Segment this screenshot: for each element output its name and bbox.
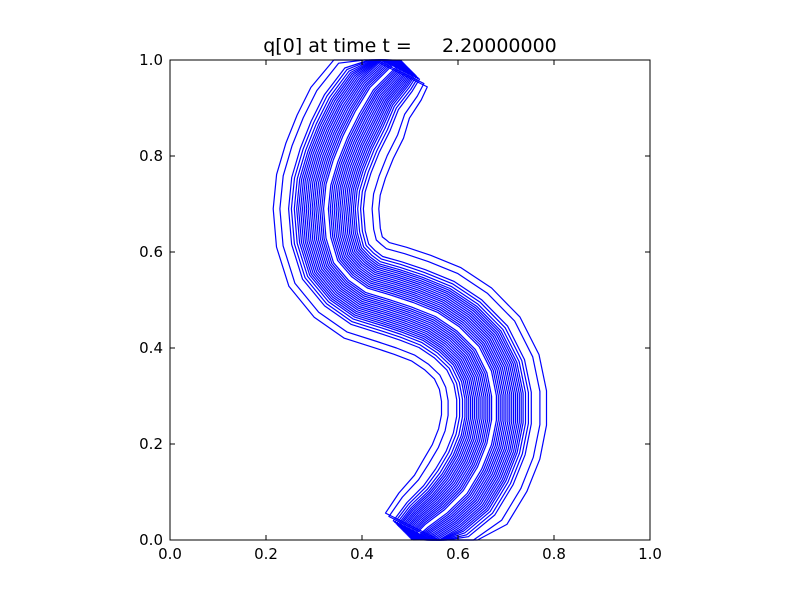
x-tick-label: 0.6 (446, 545, 470, 563)
y-tick-label: 0.6 (139, 243, 163, 261)
x-tick-label: 0.0 (158, 545, 182, 563)
axis-tick-labels: 0.0 0.2 0.4 0.6 0.8 1.0 0.0 0.2 0.4 0.6 0.8 1.0 (139, 51, 662, 563)
plot-frame (169, 59, 651, 541)
y-tick-label: 0.2 (139, 435, 163, 453)
chart-title: q[0] at time t = 2.20000000 (263, 35, 557, 57)
x-tick-label: 1.0 (638, 545, 662, 563)
x-tick-label: 0.4 (350, 545, 374, 563)
x-tick-label: 0.8 (542, 545, 566, 563)
y-tick-label: 1.0 (139, 51, 163, 69)
y-tick-label: 0.0 (139, 531, 163, 549)
y-tick-label: 0.8 (139, 147, 163, 165)
x-tick-label: 0.2 (254, 545, 278, 563)
y-tick-label: 0.4 (139, 339, 163, 357)
